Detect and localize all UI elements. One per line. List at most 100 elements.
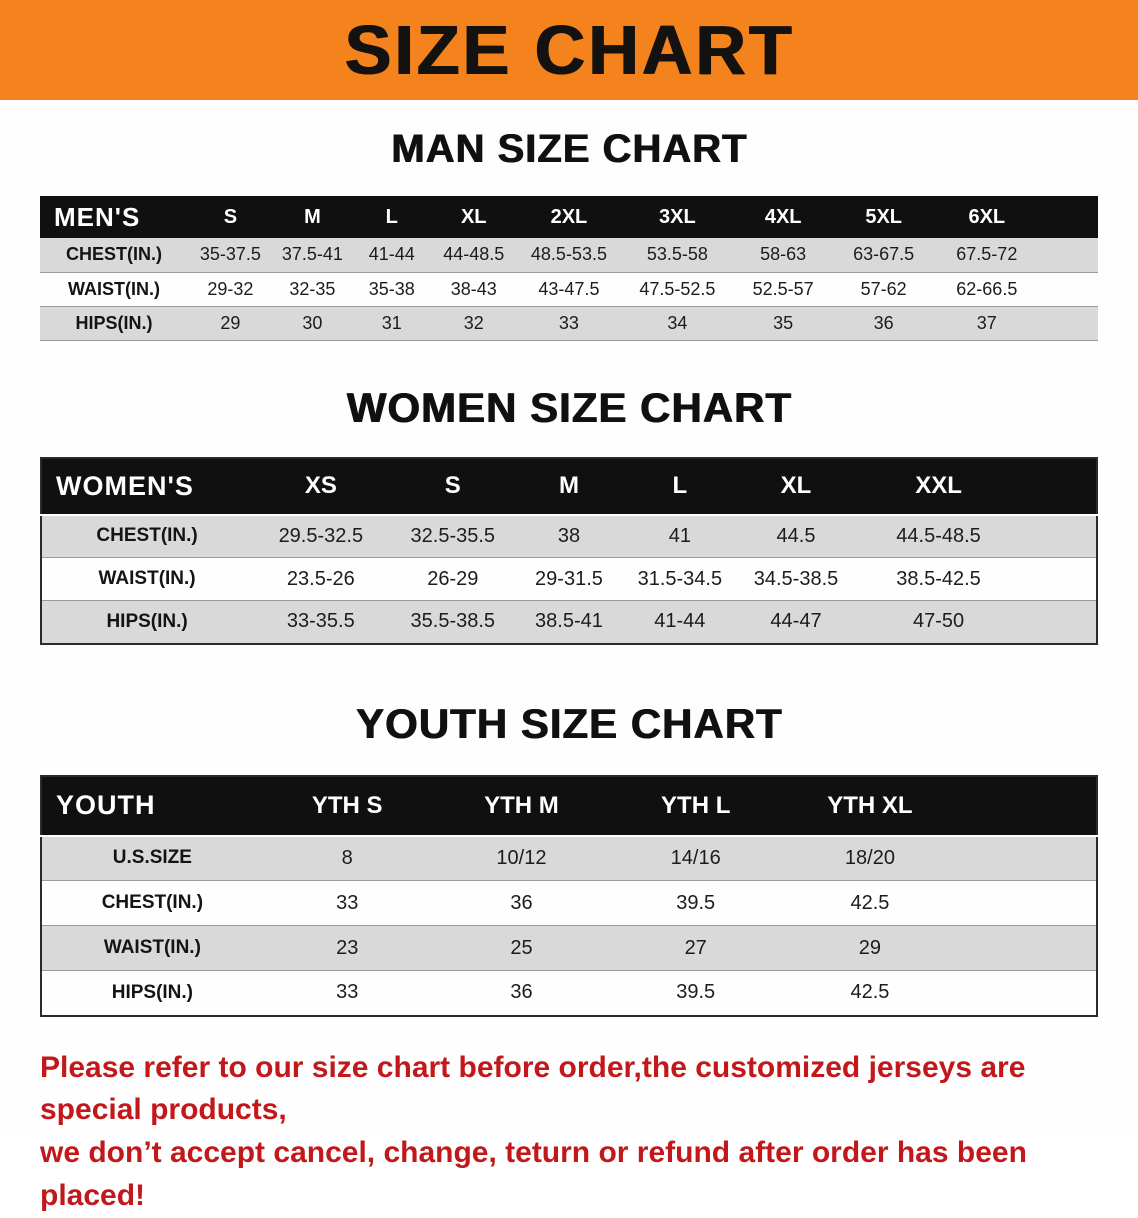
size-header-cell: YTH XL	[780, 776, 960, 836]
value-cell: 62-66.5	[934, 272, 1040, 306]
row-label-cell: HIPS(IN.)	[41, 971, 263, 1016]
value-cell: 29.5-32.5	[252, 515, 389, 558]
value-cell: 47.5-52.5	[622, 272, 733, 306]
men-section-heading: MAN SIZE CHART	[0, 126, 1138, 172]
value-cell: 25	[432, 926, 612, 971]
size-header-cell: XS	[252, 458, 389, 515]
value-cell: 39.5	[611, 881, 780, 926]
disclaimer-note: Please refer to our size chart before or…	[40, 1047, 1098, 1218]
spacer-cell	[1040, 272, 1098, 306]
value-cell: 33	[263, 881, 432, 926]
youth-section-heading: YOUTH SIZE CHART	[0, 701, 1138, 747]
value-cell: 10/12	[432, 836, 612, 881]
row-label-cell: U.S.SIZE	[41, 836, 263, 881]
value-cell: 37	[934, 306, 1040, 340]
value-cell: 43-47.5	[516, 272, 622, 306]
value-cell: 44.5-48.5	[854, 515, 1023, 558]
value-cell: 23	[263, 926, 432, 971]
value-cell: 29	[188, 306, 273, 340]
banner: SIZE CHART	[0, 0, 1138, 100]
row-label-cell: WAIST(IN.)	[41, 926, 263, 971]
value-cell: 26-29	[389, 558, 516, 601]
row-label-cell: CHEST(IN.)	[41, 881, 263, 926]
value-cell: 47-50	[854, 601, 1023, 644]
value-cell: 32-35	[273, 272, 352, 306]
value-cell: 29-31.5	[516, 558, 622, 601]
spacer-cell	[1023, 458, 1097, 515]
value-cell: 33	[516, 306, 622, 340]
table-title-cell: WOMEN'S	[41, 458, 252, 515]
value-cell: 63-67.5	[833, 238, 934, 272]
size-header-cell: M	[516, 458, 622, 515]
value-cell: 35-38	[352, 272, 431, 306]
spacer-cell	[1040, 306, 1098, 340]
size-header-cell: 6XL	[934, 196, 1040, 238]
value-cell: 31	[352, 306, 431, 340]
value-cell: 30	[273, 306, 352, 340]
value-cell: 33	[263, 971, 432, 1016]
value-cell: 57-62	[833, 272, 934, 306]
value-cell: 14/16	[611, 836, 780, 881]
disclaimer-line-2: we don’t accept cancel, change, teturn o…	[40, 1132, 1098, 1218]
row-label-cell: HIPS(IN.)	[41, 601, 252, 644]
value-cell: 44-47	[738, 601, 854, 644]
value-cell: 36	[432, 971, 612, 1016]
size-header-cell: S	[188, 196, 273, 238]
value-cell: 52.5-57	[733, 272, 834, 306]
value-cell: 36	[833, 306, 934, 340]
value-cell: 41-44	[352, 238, 431, 272]
spacer-cell	[1023, 515, 1097, 558]
row-label-cell: WAIST(IN.)	[41, 558, 252, 601]
value-cell: 41-44	[622, 601, 738, 644]
value-cell: 44.5	[738, 515, 854, 558]
spacer-cell	[960, 836, 1097, 881]
value-cell: 39.5	[611, 971, 780, 1016]
row-label-cell: CHEST(IN.)	[40, 238, 188, 272]
value-cell: 35-37.5	[188, 238, 273, 272]
women-section-heading: WOMEN SIZE CHART	[0, 385, 1138, 431]
value-cell: 29	[780, 926, 960, 971]
size-header-cell: M	[273, 196, 352, 238]
size-header-cell: L	[622, 458, 738, 515]
size-header-cell: 3XL	[622, 196, 733, 238]
value-cell: 33-35.5	[252, 601, 389, 644]
spacer-cell	[1040, 238, 1098, 272]
spacer-cell	[960, 926, 1097, 971]
size-header-cell: XL	[431, 196, 516, 238]
table-title-cell: MEN'S	[40, 196, 188, 238]
value-cell: 35	[733, 306, 834, 340]
value-cell: 32.5-35.5	[389, 515, 516, 558]
table-title-cell: YOUTH	[41, 776, 263, 836]
value-cell: 36	[432, 881, 612, 926]
value-cell: 34	[622, 306, 733, 340]
value-cell: 38-43	[431, 272, 516, 306]
value-cell: 38.5-42.5	[854, 558, 1023, 601]
page-title: SIZE CHART	[344, 15, 794, 85]
disclaimer-line-1: Please refer to our size chart before or…	[40, 1047, 1098, 1133]
size-header-cell: YTH M	[432, 776, 612, 836]
value-cell: 41	[622, 515, 738, 558]
value-cell: 35.5-38.5	[389, 601, 516, 644]
value-cell: 53.5-58	[622, 238, 733, 272]
value-cell: 18/20	[780, 836, 960, 881]
size-header-cell: 5XL	[833, 196, 934, 238]
spacer-cell	[1040, 196, 1098, 238]
size-header-cell: YTH L	[611, 776, 780, 836]
